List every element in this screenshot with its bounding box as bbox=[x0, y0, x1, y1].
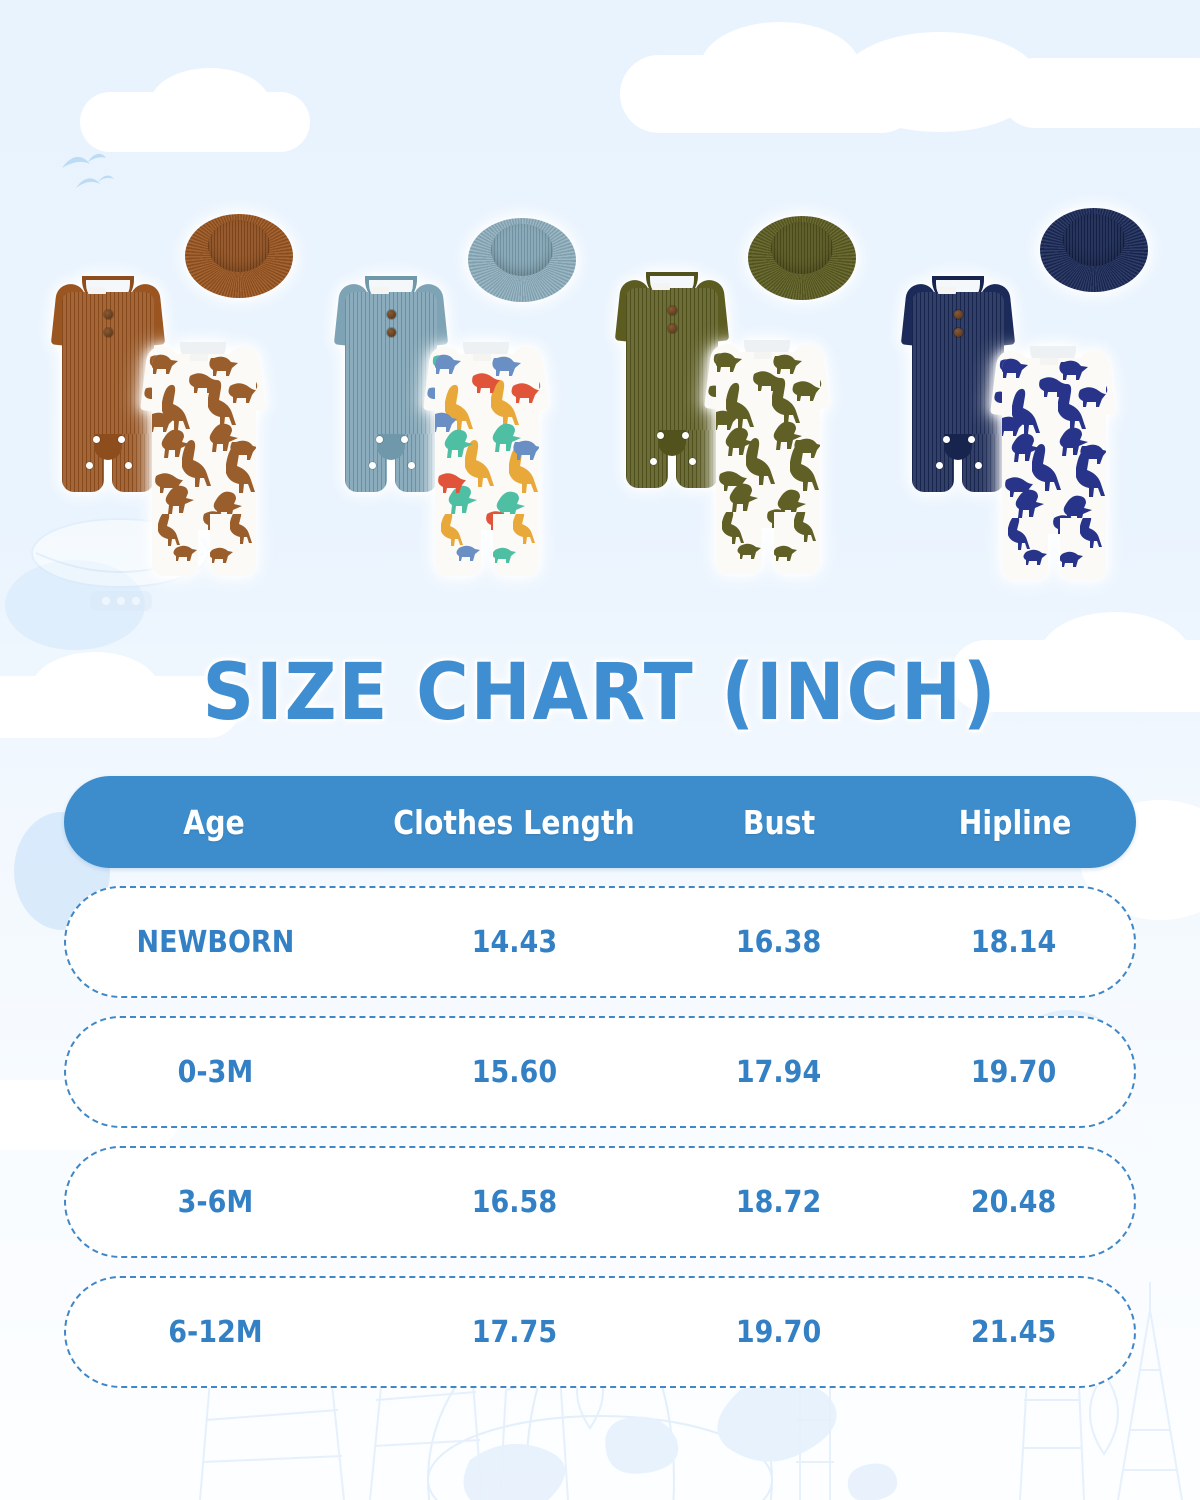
cell-length: 16.58 bbox=[471, 1184, 558, 1220]
table-row: 6-12M 17.75 19.70 21.45 bbox=[64, 1276, 1136, 1388]
brand-tag bbox=[754, 352, 772, 359]
cell-bust: 18.72 bbox=[735, 1184, 822, 1220]
cloud-icon bbox=[700, 22, 860, 114]
table-row: NEWBORN 14.43 16.38 18.14 bbox=[64, 886, 1136, 998]
brand-tag bbox=[938, 287, 956, 294]
size-chart-table: Age Clothes Length Bust Hipline NEWBORN … bbox=[64, 776, 1136, 1388]
column-header-age: Age bbox=[183, 802, 245, 842]
bucket-hat bbox=[468, 212, 576, 304]
cell-hipline: 20.48 bbox=[970, 1184, 1057, 1220]
cell-hipline: 19.70 bbox=[970, 1054, 1057, 1090]
ribbed-romper bbox=[898, 258, 1018, 498]
birds-icon bbox=[62, 153, 114, 188]
page-title: SIZE CHART (INCH) bbox=[202, 648, 998, 738]
brand-tag bbox=[88, 287, 106, 294]
ribbed-romper bbox=[48, 258, 168, 498]
cell-bust: 17.94 bbox=[735, 1054, 822, 1090]
dinosaur-print-romper bbox=[423, 324, 553, 594]
bucket-hat bbox=[748, 210, 856, 302]
brand-tag bbox=[473, 354, 491, 361]
cloud-icon bbox=[1000, 58, 1200, 128]
bucket-hat bbox=[185, 208, 293, 300]
cell-age: 3-6M bbox=[177, 1184, 254, 1220]
product-photos bbox=[0, 196, 1200, 626]
table-row: 0-3M 15.60 17.94 19.70 bbox=[64, 1016, 1136, 1128]
cell-age: 6-12M bbox=[168, 1314, 263, 1350]
cloud-icon bbox=[1040, 612, 1190, 698]
product-set-rust bbox=[20, 196, 310, 626]
product-set-navy bbox=[872, 196, 1162, 626]
cell-age: 0-3M bbox=[177, 1054, 254, 1090]
cell-bust: 19.70 bbox=[735, 1314, 822, 1350]
ribbed-romper bbox=[612, 254, 732, 494]
brand-tag bbox=[190, 354, 208, 361]
column-header-hipline: Hipline bbox=[958, 802, 1072, 842]
cloud-icon bbox=[30, 652, 160, 730]
bucket-hat bbox=[1040, 202, 1148, 294]
cloud-icon bbox=[150, 68, 270, 140]
cell-age: NEWBORN bbox=[136, 924, 295, 960]
column-header-bust: Bust bbox=[742, 802, 816, 842]
product-set-blue bbox=[305, 196, 595, 626]
cell-hipline: 18.14 bbox=[970, 924, 1057, 960]
table-row: 3-6M 16.58 18.72 20.48 bbox=[64, 1146, 1136, 1258]
brand-tag bbox=[652, 283, 670, 290]
column-header-length: Clothes Length bbox=[393, 802, 635, 842]
ribbed-romper bbox=[331, 258, 451, 498]
dinosaur-print-romper bbox=[704, 322, 834, 592]
cell-length: 17.75 bbox=[471, 1314, 558, 1350]
cell-length: 15.60 bbox=[471, 1054, 558, 1090]
cell-hipline: 21.45 bbox=[970, 1314, 1057, 1350]
dinosaur-print-romper bbox=[990, 328, 1120, 598]
brand-tag bbox=[1040, 358, 1058, 365]
product-set-olive bbox=[588, 196, 878, 626]
cell-bust: 16.38 bbox=[735, 924, 822, 960]
brand-tag bbox=[371, 287, 389, 294]
table-header-row: Age Clothes Length Bust Hipline bbox=[64, 776, 1136, 868]
dinosaur-print-romper bbox=[140, 324, 270, 594]
cell-length: 14.43 bbox=[471, 924, 558, 960]
